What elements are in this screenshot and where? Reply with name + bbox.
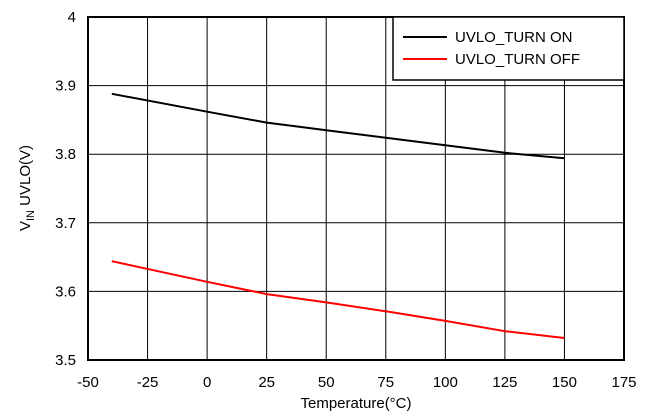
y-axis-label-main: V (17, 221, 34, 231)
x-tick-label: -25 (137, 374, 159, 391)
x-tick-label: 25 (258, 374, 275, 391)
y-tick-label: 4 (68, 9, 76, 26)
y-tick-label: 3.7 (55, 215, 76, 232)
x-tick-label: 50 (318, 374, 335, 391)
y-axis-ticks: 3.5 3.6 3.7 3.8 3.9 4 (55, 9, 76, 369)
y-axis-label-rest: UVLO(V) (17, 145, 34, 210)
y-tick-label: 3.8 (55, 146, 76, 163)
x-tick-label: 75 (377, 374, 394, 391)
x-tick-label: 125 (492, 374, 517, 391)
x-tick-label: -50 (77, 374, 99, 391)
legend: UVLO_TURN ON UVLO_TURN OFF (392, 16, 625, 81)
y-tick-label: 3.5 (55, 352, 76, 369)
x-tick-label: 150 (552, 374, 577, 391)
y-tick-label: 3.9 (55, 78, 76, 95)
legend-box (392, 16, 625, 81)
legend-label-turn-off: UVLO_TURN OFF (455, 51, 580, 68)
y-axis-label-sub: IN (25, 210, 37, 221)
y-axis-label: VIN UVLO(V) (17, 145, 37, 231)
x-tick-label: 0 (203, 374, 211, 391)
series-line-1 (111, 260, 565, 339)
x-axis-ticks: -50 -25 0 25 50 75 100 125 150 175 (77, 374, 636, 391)
legend-label-turn-on: UVLO_TURN ON (455, 29, 573, 46)
series-line-0 (111, 92, 565, 160)
y-tick-label: 3.6 (55, 283, 76, 300)
x-tick-label: 175 (611, 374, 636, 391)
series-layer (111, 92, 565, 339)
plot-frame (87, 16, 625, 361)
x-tick-label: 100 (433, 374, 458, 391)
x-axis-label: Temperature(°C) (300, 395, 411, 412)
